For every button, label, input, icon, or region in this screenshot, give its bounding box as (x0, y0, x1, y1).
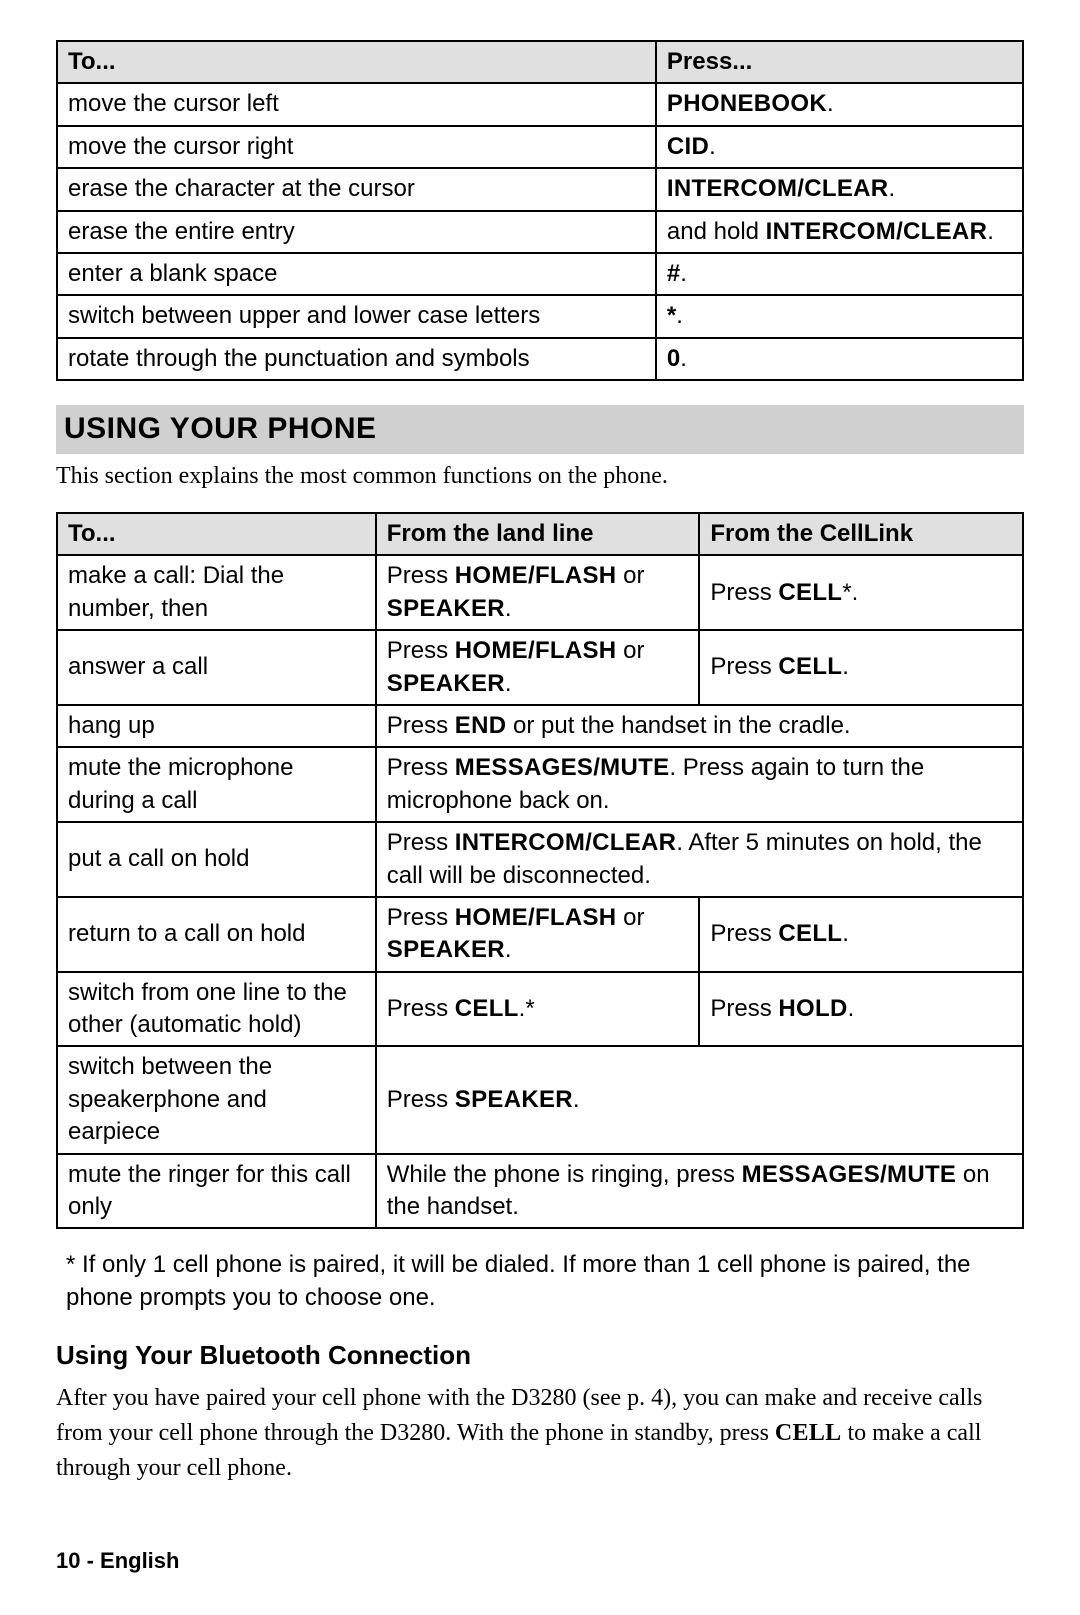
table2-header-celllink: From the CellLink (699, 513, 1023, 555)
table-row: return to a call on holdPress HOME/FLASH… (57, 897, 1023, 972)
table2-cell-to: answer a call (57, 630, 376, 705)
section-intro: This section explains the most common fu… (56, 460, 1024, 492)
table1-cell-press: *. (656, 295, 1023, 337)
cursor-actions-table: To... Press... move the cursor leftPHONE… (56, 40, 1024, 381)
footnote: * If only 1 cell phone is paired, it wil… (66, 1249, 1024, 1314)
table2-header-landline: From the land line (376, 513, 700, 555)
table1-cell-to: switch between upper and lower case lett… (57, 295, 656, 337)
table2-cell-celllink: Press CELL. (699, 897, 1023, 972)
table-row: mute the microphone during a callPress M… (57, 747, 1023, 822)
table1-cell-to: move the cursor left (57, 83, 656, 125)
table2-cell-to: mute the microphone during a call (57, 747, 376, 822)
table-row: move the cursor leftPHONEBOOK. (57, 83, 1023, 125)
table1-cell-press: 0. (656, 338, 1023, 380)
table2-cell-span: While the phone is ringing, press MESSAG… (376, 1154, 1023, 1229)
table2-cell-landline: Press HOME/FLASH or SPEAKER. (376, 630, 700, 705)
table2-header-to: To... (57, 513, 376, 555)
table2-cell-to: put a call on hold (57, 822, 376, 897)
subsection-title: Using Your Bluetooth Connection (56, 1338, 1024, 1373)
table2-cell-span: Press MESSAGES/MUTE. Press again to turn… (376, 747, 1023, 822)
table2-cell-to: switch from one line to the other (autom… (57, 972, 376, 1047)
table1-header-to: To... (57, 41, 656, 83)
page-footer: 10 - English (56, 1546, 1024, 1576)
table1-cell-press: INTERCOM/CLEAR. (656, 168, 1023, 210)
table-row: switch between the speakerphone and earp… (57, 1046, 1023, 1153)
table1-cell-press: PHONEBOOK. (656, 83, 1023, 125)
table2-cell-span: Press SPEAKER. (376, 1046, 1023, 1153)
table-row: switch from one line to the other (autom… (57, 972, 1023, 1047)
table2-cell-celllink: Press CELL*. (699, 555, 1023, 630)
table-row: make a call: Dial the number, thenPress … (57, 555, 1023, 630)
table-row: enter a blank space#. (57, 253, 1023, 295)
table2-cell-celllink: Press CELL. (699, 630, 1023, 705)
section-header-using-your-phone: USING YOUR PHONE (56, 405, 1024, 454)
table2-cell-span: Press INTERCOM/CLEAR. After 5 minutes on… (376, 822, 1023, 897)
table1-cell-to: rotate through the punctuation and symbo… (57, 338, 656, 380)
section-title: USING YOUR PHONE (64, 409, 1016, 450)
table2-cell-celllink: Press HOLD. (699, 972, 1023, 1047)
table2-cell-to: make a call: Dial the number, then (57, 555, 376, 630)
table2-cell-landline: Press HOME/FLASH or SPEAKER. (376, 897, 700, 972)
table1-cell-to: erase the entire entry (57, 211, 656, 253)
table2-cell-to: return to a call on hold (57, 897, 376, 972)
table1-header-press: Press... (656, 41, 1023, 83)
table-row: hang upPress END or put the handset in t… (57, 705, 1023, 747)
subsection-body: After you have paired your cell phone wi… (56, 1381, 1024, 1485)
table1-cell-press: CID. (656, 126, 1023, 168)
table2-cell-to: mute the ringer for this call only (57, 1154, 376, 1229)
table-row: erase the character at the cursorINTERCO… (57, 168, 1023, 210)
table2-cell-to: switch between the speakerphone and earp… (57, 1046, 376, 1153)
table2-cell-span: Press END or put the handset in the crad… (376, 705, 1023, 747)
table-row: erase the entire entryand hold INTERCOM/… (57, 211, 1023, 253)
table2-cell-to: hang up (57, 705, 376, 747)
table1-cell-press: #. (656, 253, 1023, 295)
table2-cell-landline: Press HOME/FLASH or SPEAKER. (376, 555, 700, 630)
table1-cell-to: erase the character at the cursor (57, 168, 656, 210)
table-row: rotate through the punctuation and symbo… (57, 338, 1023, 380)
table2-cell-landline: Press CELL.* (376, 972, 700, 1047)
table-row: mute the ringer for this call onlyWhile … (57, 1154, 1023, 1229)
phone-functions-table: To... From the land line From the CellLi… (56, 512, 1024, 1229)
table-row: switch between upper and lower case lett… (57, 295, 1023, 337)
table-row: move the cursor rightCID. (57, 126, 1023, 168)
table1-cell-to: enter a blank space (57, 253, 656, 295)
table-row: answer a callPress HOME/FLASH or SPEAKER… (57, 630, 1023, 705)
table1-cell-to: move the cursor right (57, 126, 656, 168)
table1-cell-press: and hold INTERCOM/CLEAR. (656, 211, 1023, 253)
table-row: put a call on holdPress INTERCOM/CLEAR. … (57, 822, 1023, 897)
